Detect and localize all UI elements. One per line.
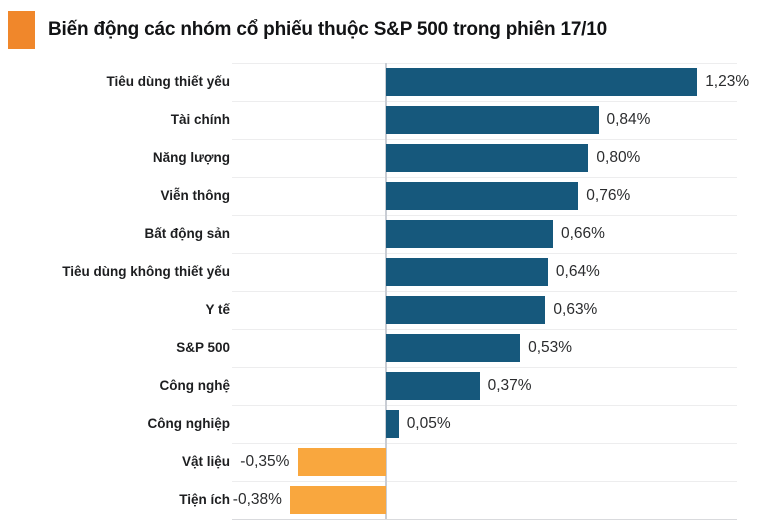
- chart-row: Tài chính 0,84%: [0, 101, 773, 139]
- bar-positive: [386, 68, 698, 96]
- bar-area: 0,53%: [230, 329, 773, 367]
- bar-area: 0,80%: [230, 139, 773, 177]
- gridline: [232, 329, 737, 330]
- value-label: 0,53%: [528, 339, 573, 356]
- gridline: [232, 215, 737, 216]
- value-label: 0,76%: [586, 187, 631, 204]
- bar-negative: [297, 448, 386, 476]
- value-label: -0,35%: [240, 453, 290, 470]
- gridline: [232, 405, 737, 406]
- bar-area: -0,35%: [230, 443, 773, 481]
- chart-row: Công nghiệp 0,05%: [0, 405, 773, 443]
- gridline: [232, 139, 737, 140]
- category-label: Viễn thông: [160, 188, 231, 203]
- chart-row: Tiện ích -0,38%: [0, 481, 773, 519]
- category-label: Tài chính: [170, 112, 230, 127]
- title-accent-square: [8, 11, 35, 49]
- bar-negative: [289, 486, 386, 514]
- category-label: Công nghiệp: [147, 416, 230, 431]
- bar-positive: [386, 334, 521, 362]
- gridline: [232, 101, 737, 102]
- category-label: Tiêu dùng thiết yếu: [106, 74, 230, 89]
- chart-row: Tiêu dùng không thiết yếu 0,64%: [0, 253, 773, 291]
- category-label: Tiêu dùng không thiết yếu: [62, 264, 230, 279]
- category-label: Vật liệu: [181, 454, 230, 469]
- gridline: [232, 177, 737, 178]
- bar-area: 0,37%: [230, 367, 773, 405]
- bar-positive: [386, 220, 553, 248]
- gridline: [232, 367, 737, 368]
- chart-row: Bất động sản 0,66%: [0, 215, 773, 253]
- chart-row: Công nghệ 0,37%: [0, 367, 773, 405]
- gridline: [232, 443, 737, 444]
- bar-area: -0,38%: [230, 481, 773, 519]
- category-label: Bất động sản: [144, 226, 230, 241]
- bar-positive: [386, 144, 589, 172]
- x-axis-line: [232, 519, 737, 520]
- value-label: -0,38%: [232, 491, 282, 508]
- gridline: [232, 253, 737, 254]
- value-label: 0,64%: [555, 263, 600, 280]
- value-label: 0,80%: [596, 149, 641, 166]
- chart-header: Biến động các nhóm cổ phiếu thuộc S&P 50…: [0, 0, 773, 60]
- chart-row: Tiêu dùng thiết yếu 1,23%: [0, 63, 773, 101]
- chart-row: Y tế 0,63%: [0, 291, 773, 329]
- chart-row: Năng lượng 0,80%: [0, 139, 773, 177]
- zero-axis-line: [385, 63, 387, 519]
- value-label: 0,05%: [406, 415, 451, 432]
- category-label: S&P 500: [176, 340, 230, 355]
- gridline: [232, 481, 737, 482]
- chart-title: Biến động các nhóm cổ phiếu thuộc S&P 50…: [48, 19, 607, 40]
- bar-area: 0,84%: [230, 101, 773, 139]
- bar-positive: [386, 258, 548, 286]
- chart-row: Vật liệu -0,35%: [0, 443, 773, 481]
- category-label: Công nghệ: [159, 378, 231, 393]
- gridline: [232, 63, 737, 64]
- chart-row: Viễn thông 0,76%: [0, 177, 773, 215]
- bar-area: 0,66%: [230, 215, 773, 253]
- bar-area: 0,64%: [230, 253, 773, 291]
- gridline: [232, 291, 737, 292]
- category-label: Năng lượng: [152, 150, 230, 165]
- bar-area: 0,76%: [230, 177, 773, 215]
- bar-area: 0,05%: [230, 405, 773, 443]
- bar-area: 0,63%: [230, 291, 773, 329]
- bar-positive: [386, 296, 546, 324]
- bar-positive: [386, 410, 399, 438]
- bar-positive: [386, 372, 480, 400]
- value-label: 0,63%: [553, 301, 598, 318]
- value-label: 0,84%: [606, 111, 651, 128]
- value-label: 0,37%: [487, 377, 532, 394]
- plot-area: Tiêu dùng thiết yếu 1,23% Tài chính 0,84% Nă…: [0, 63, 773, 523]
- category-label: Tiện ích: [179, 492, 230, 507]
- value-label: 1,23%: [705, 73, 750, 90]
- bar-area: 1,23%: [230, 63, 773, 101]
- bar-positive: [386, 106, 599, 134]
- chart-row: S&P 500 0,53%: [0, 329, 773, 367]
- bar-positive: [386, 182, 579, 210]
- value-label: 0,66%: [561, 225, 605, 242]
- category-label: Y tế: [205, 302, 230, 317]
